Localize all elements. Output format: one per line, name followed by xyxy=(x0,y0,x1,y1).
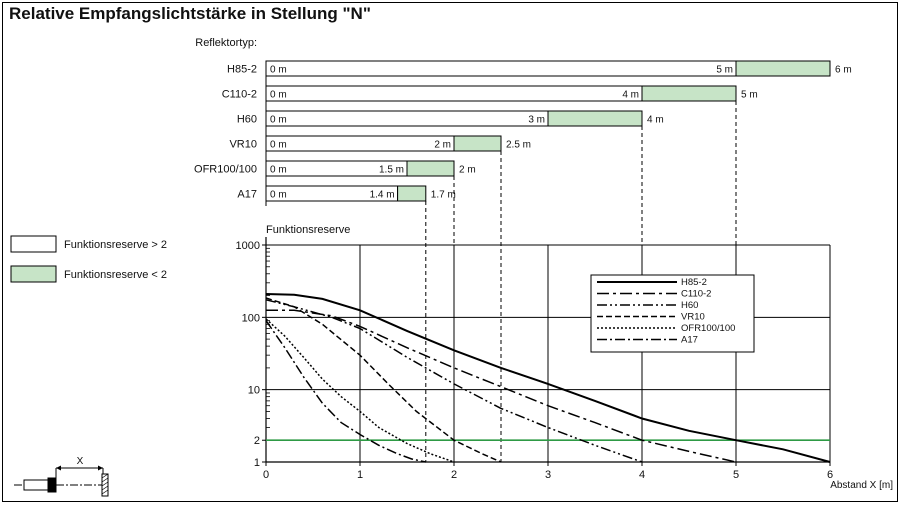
reflector-label: OFR100/100 xyxy=(194,164,257,176)
series-line xyxy=(265,318,455,463)
series-line xyxy=(266,309,737,463)
x-tick-label: 2 xyxy=(451,469,457,481)
bar-white-end-label: 3 m xyxy=(528,115,545,126)
y-tick-label: 1 xyxy=(254,457,260,469)
sensor-body xyxy=(23,479,49,491)
bar-start-label: 0 m xyxy=(270,115,287,126)
sensor-lens xyxy=(47,477,57,493)
curve-legend-box xyxy=(590,274,755,353)
range-bar-white xyxy=(265,60,737,77)
bar-green-end-label: 1.7 m xyxy=(431,190,456,201)
reflector-heading: Reflektortyp: xyxy=(195,37,257,49)
y-tick-label: 10 xyxy=(248,385,260,397)
bar-green-end-label: 5 m xyxy=(741,90,758,101)
reflector-hatch xyxy=(101,481,109,487)
bar-green-end-label: 4 m xyxy=(647,115,664,126)
range-bar-green xyxy=(641,85,737,102)
distance-arrowheads xyxy=(56,465,103,471)
reserve-legend-label: Funktionsreserve > 2 xyxy=(64,239,167,251)
x-tick-label: 6 xyxy=(827,469,833,481)
reflector-hatch xyxy=(101,477,109,483)
bar-green-end-label: 2.5 m xyxy=(506,140,531,151)
range-bar-green xyxy=(406,160,455,177)
bar-white-end-label: 1.4 m xyxy=(370,190,395,201)
bar-white-end-label: 2 m xyxy=(434,140,451,151)
y-tick-label: 2 xyxy=(254,435,260,447)
range-bar-green xyxy=(397,185,427,202)
curve-legend-label: OFR100/100 xyxy=(681,323,735,334)
bar-start-label: 0 m xyxy=(270,90,287,101)
series-line xyxy=(265,297,502,463)
range-bar-white xyxy=(265,85,643,102)
reserve-legend-label: Funktionsreserve < 2 xyxy=(64,269,167,281)
range-bar-white xyxy=(265,135,455,152)
bar-white-end-label: 4 m xyxy=(622,90,639,101)
range-bar-green xyxy=(735,60,831,77)
bar-green-end-label: 2 m xyxy=(459,165,476,176)
curve-legend-label: A17 xyxy=(681,335,698,346)
bar-white-end-label: 5 m xyxy=(716,65,733,76)
reserve-legend-swatch xyxy=(10,235,57,253)
bar-start-label: 0 m xyxy=(270,165,287,176)
curve-legend-label: H85-2 xyxy=(681,277,707,288)
x-tick-label: 3 xyxy=(545,469,551,481)
y-tick-label: 1000 xyxy=(236,240,260,252)
y-axis-title: Funktionsreserve xyxy=(266,224,350,236)
bar-start-label: 0 m xyxy=(270,65,287,76)
sensor-reflector-pictogram: X xyxy=(14,456,109,497)
series-line xyxy=(265,299,643,463)
bar-white-end-label: 1.5 m xyxy=(379,165,404,176)
reflector-hatch xyxy=(101,489,109,495)
chart-title: Relative Empfangslichtstärke in Stellung… xyxy=(9,4,371,23)
x-tick-label: 1 xyxy=(357,469,363,481)
distance-symbol-label: X xyxy=(77,456,84,467)
curve-legend-label: VR10 xyxy=(681,312,705,323)
x-axis-title: Abstand X [m] xyxy=(830,480,893,491)
curve-legend-label: H60 xyxy=(681,300,698,311)
range-bar-white xyxy=(265,110,549,127)
reflector-hatch xyxy=(101,473,109,479)
reflector-plate xyxy=(101,473,109,497)
x-tick-label: 4 xyxy=(639,469,645,481)
x-tick-label: 5 xyxy=(733,469,739,481)
reflector-hatch xyxy=(101,485,109,491)
reflector-label: C110-2 xyxy=(222,89,257,101)
bar-green-end-label: 6 m xyxy=(835,65,852,76)
reserve-legend-swatch xyxy=(10,265,57,283)
x-tick-label: 0 xyxy=(263,469,269,481)
bar-start-label: 0 m xyxy=(270,190,287,201)
range-bar-green xyxy=(547,110,643,127)
series-line xyxy=(265,320,426,463)
y-tick-label: 100 xyxy=(242,312,260,324)
reflector-label: H60 xyxy=(237,114,257,126)
reflector-label: VR10 xyxy=(229,139,257,151)
curve-legend-label: C110-2 xyxy=(681,289,711,300)
bar-start-label: 0 m xyxy=(270,140,287,151)
series-line xyxy=(265,293,831,463)
reflector-label: A17 xyxy=(237,189,257,201)
range-bar-green xyxy=(453,135,502,152)
reflector-label: H85-2 xyxy=(227,64,257,76)
